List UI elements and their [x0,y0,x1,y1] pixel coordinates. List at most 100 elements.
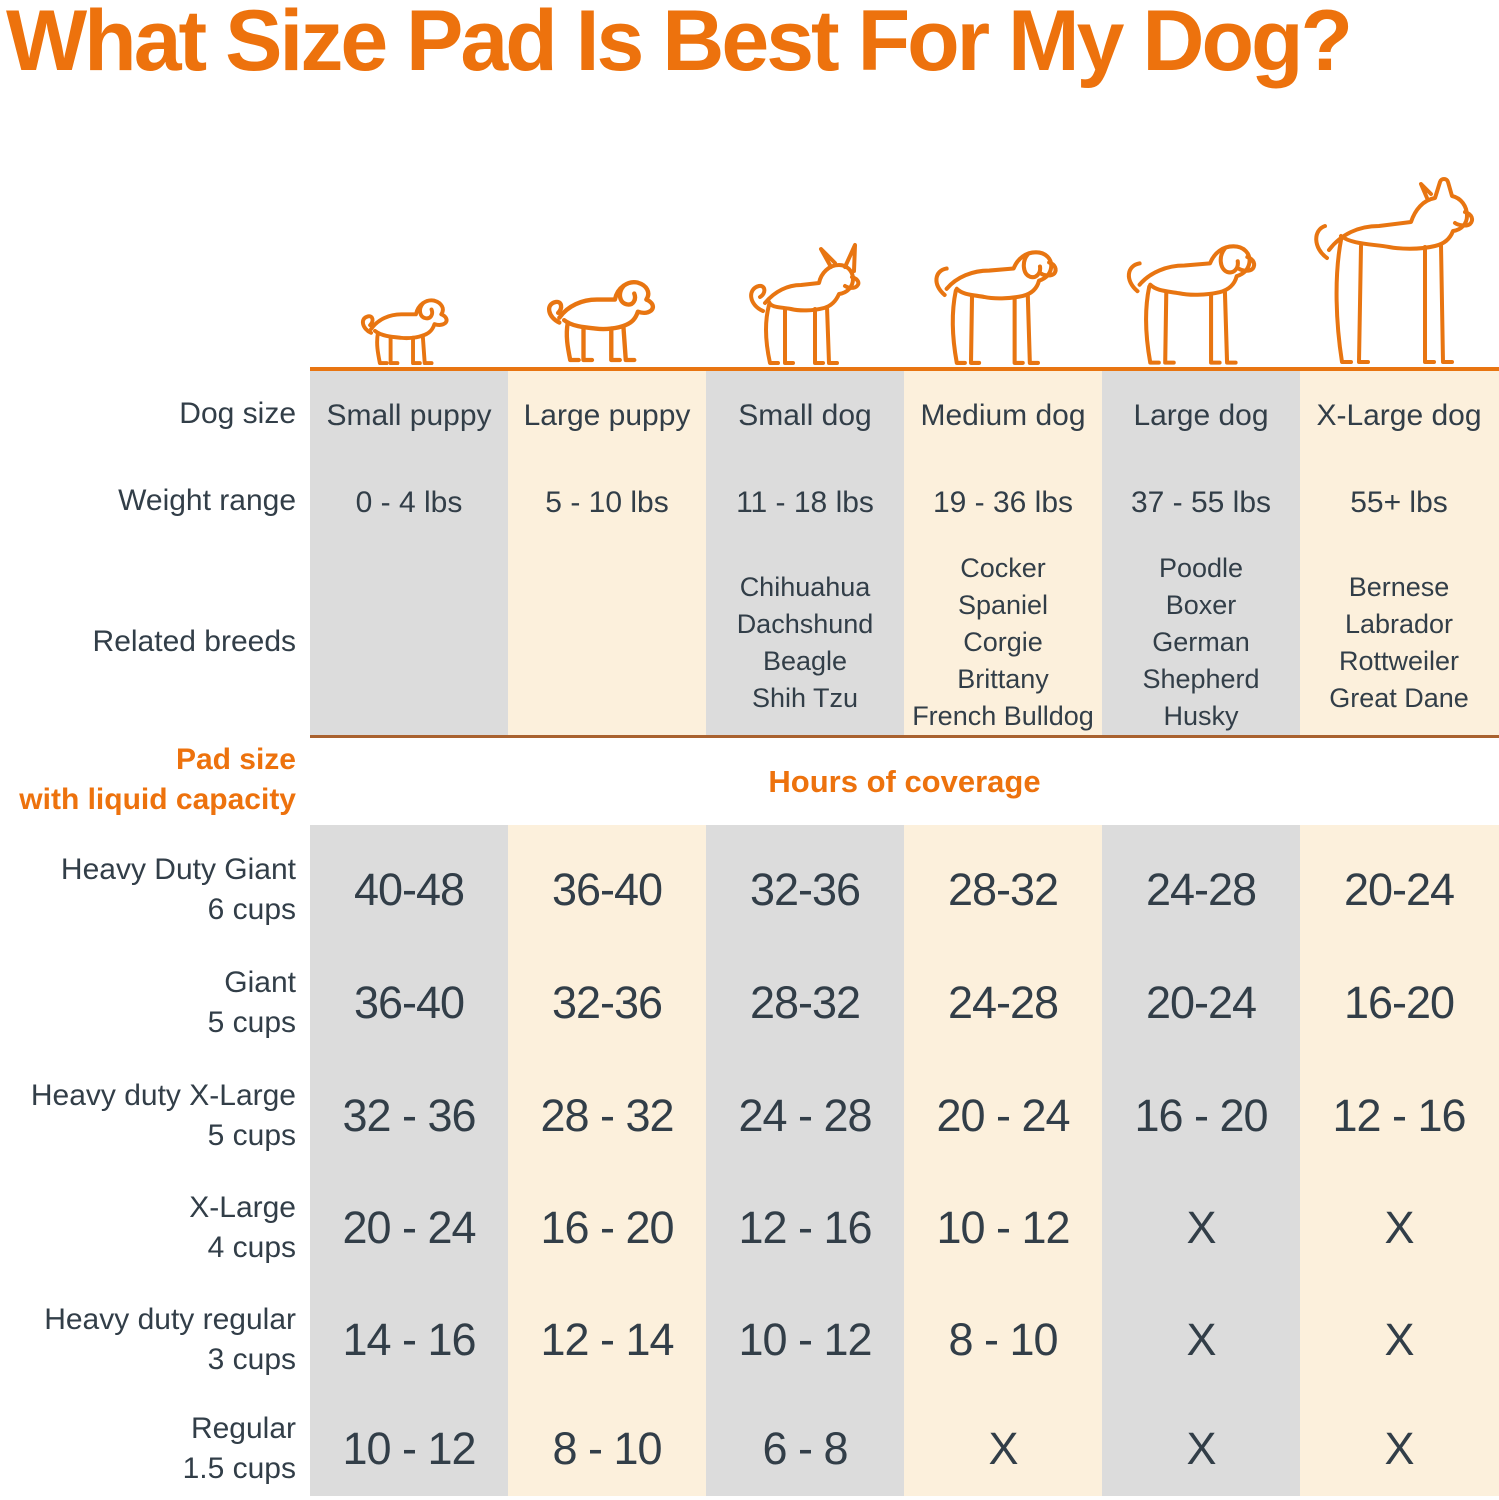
value-cell: 24 - 28 [738,1090,872,1141]
value-cell: 16 - 20 [1134,1090,1268,1141]
pad-name: Heavy duty X-Large [30,1079,296,1112]
breed-item: Poodle [1158,553,1244,583]
large-puppy-icon [540,266,685,367]
pad-name: Giant [224,966,296,999]
value-cell: X [1384,1423,1414,1474]
column-stripe [310,371,508,735]
value-cell: 24-28 [1145,864,1257,915]
value-cell: 8 - 10 [948,1314,1058,1365]
value-cell: 16 - 20 [540,1202,674,1253]
breeds-cell-small-dog: Chihuahua Dachshund Beagle Shih Tzu [706,545,904,740]
value-cell: 36-40 [353,977,465,1028]
header-cell-small-puppy: Small puppy [326,399,492,432]
pad-capacity: 3 cups [207,1343,296,1376]
value-cell: 24-28 [947,977,1059,1028]
pad-name: Heavy Duty Giant [60,853,296,886]
row-label-dog-size: Dog size [179,397,296,430]
pad-size-section-label: Pad size with liquid capacity [0,740,296,820]
pad-capacity: 1.5 cups [182,1452,296,1485]
value-cell: 16-20 [1343,977,1455,1028]
breed-item: Shih Tzu [751,682,859,713]
value-cell: X [1186,1314,1216,1365]
x-large-dog-icon [1303,172,1493,368]
pad-capacity: 6 cups [207,893,296,926]
pad-capacity: 5 cups [207,1119,296,1152]
column-stripe [1300,371,1499,735]
weight-cell: 5 - 10 lbs [545,486,669,519]
value-cell: 10 - 12 [738,1314,872,1365]
pad-row-label: Giant 5 cups [0,963,296,1043]
column-stripe [904,371,1102,735]
pad-row-label: Heavy duty regular 3 cups [0,1300,296,1380]
hours-of-coverage-header: Hours of coverage [768,764,1041,799]
column-stripe [1102,825,1300,1496]
column-stripe [904,825,1102,1496]
header-cell-large-dog: Large dog [1133,399,1269,432]
pad-row-label: X-Large 4 cups [0,1188,296,1268]
breed-item: Rottweiler [1338,645,1460,676]
pad-capacity: 5 cups [207,1006,296,1039]
medium-dog-icon [922,232,1090,369]
breed-item: German Shepherd [1142,627,1260,694]
large-dog-icon [1113,225,1291,369]
weight-cell: 37 - 55 lbs [1130,486,1272,519]
value-cell: 10 - 12 [936,1202,1070,1253]
breed-item: Dachshund [736,608,874,639]
column-stripe [310,825,508,1496]
value-cell: 28-32 [947,864,1059,915]
breed-item: Husky [1163,701,1239,731]
ground-line [310,367,1499,371]
value-cell: 8 - 10 [552,1423,662,1474]
value-cell: 12 - 16 [1332,1090,1466,1141]
breed-item: Great Dane [1329,682,1469,713]
value-cell: 12 - 14 [540,1314,674,1365]
breed-item: Labrador [1344,608,1454,639]
value-cell: X [1186,1423,1216,1474]
column-stripe [706,371,904,735]
header-cell-large-puppy: Large puppy [523,399,691,432]
value-cell: 10 - 12 [342,1423,476,1474]
value-cell: 20 - 24 [342,1202,476,1253]
pad-name: Regular [190,1412,296,1445]
small-dog-icon [732,239,884,369]
pad-name: X-Large [189,1191,296,1224]
value-cell: X [1384,1202,1414,1253]
header-cell-x-large-dog: X-Large dog [1316,399,1482,432]
section-separator-line [310,735,1499,738]
pad-capacity: 4 cups [207,1231,296,1264]
breed-item: Boxer [1165,590,1237,620]
breed-item: Bernese [1348,571,1450,602]
column-stripe [508,825,706,1496]
column-stripe [1300,825,1499,1496]
row-label-related-breeds: Related breeds [92,625,296,658]
pad-row-label: Regular 1.5 cups [0,1409,296,1489]
value-cell: X [1186,1202,1216,1253]
value-cell: 32-36 [749,864,861,915]
pad-size-label-line1: Pad size [175,743,296,776]
header-cell-small-dog: Small dog [738,399,872,432]
column-stripe [706,825,904,1496]
breed-item: Corgie [963,627,1043,657]
value-cell: 14 - 16 [342,1314,476,1365]
breed-item: Beagle [762,645,848,676]
breed-item: Brittany [957,664,1049,694]
breeds-cell-medium-dog: Cocker Spaniel Corgie Brittany French Bu… [904,545,1102,740]
weight-cell: 0 - 4 lbs [355,486,463,519]
value-cell: 32 - 36 [342,1090,476,1141]
header-cell-medium-dog: Medium dog [920,399,1086,432]
value-cell: 6 - 8 [762,1423,848,1474]
page-title: What Size Pad Is Best For My Dog? [6,0,1353,89]
value-cell: 40-48 [353,864,465,915]
row-label-weight-range: Weight range [118,484,296,517]
column-stripe [1102,371,1300,735]
breeds-cell-x-large-dog: Bernese Labrador Rottweiler Great Dane [1300,545,1498,740]
value-cell: 20-24 [1145,977,1257,1028]
breed-item: Cocker Spaniel [957,553,1049,620]
value-cell: 32-36 [551,977,663,1028]
value-cell: 12 - 16 [738,1202,872,1253]
weight-cell: 55+ lbs [1350,486,1448,519]
breed-item: Chihuahua [739,571,871,602]
value-cell: 28-32 [749,977,861,1028]
value-cell: 20 - 24 [936,1090,1070,1141]
pad-row-label: Heavy Duty Giant 6 cups [0,850,296,930]
